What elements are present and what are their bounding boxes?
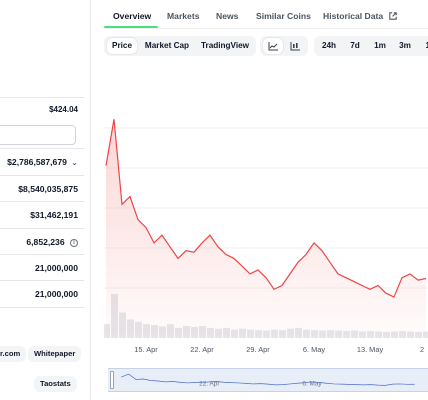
coin-tabs: Overview Markets News Similar Coins Hist… — [104, 0, 428, 28]
active-tab-indicator — [104, 26, 158, 28]
tradingview-toggle[interactable]: TradingView — [200, 41, 250, 50]
taostats-link[interactable]: Taostats — [34, 376, 77, 392]
market-cap-row[interactable]: $2,786,587,679 ⌄ — [0, 148, 84, 175]
range-3m[interactable]: 3m — [399, 41, 411, 50]
price-line — [105, 119, 427, 298]
navigator-tick-label: 22. Apr — [199, 381, 220, 388]
navigator-tick-label: 6. May — [302, 381, 322, 388]
x-tick-label: 13. May — [357, 345, 384, 354]
x-tick-label: 15. Apr — [134, 345, 158, 354]
tabs-border — [104, 28, 428, 29]
volume-value: $31,462,191 — [30, 210, 78, 220]
navigator-handle[interactable] — [110, 371, 114, 389]
tab-similar-coins[interactable]: Similar Coins — [256, 11, 311, 21]
tab-markets[interactable]: Markets — [167, 11, 200, 21]
x-tick-label: 29. Apr — [246, 345, 270, 354]
chart-navigator[interactable]: 22. Apr 6. May — [108, 368, 428, 392]
fdv-row: $8,540,035,875 — [0, 175, 84, 202]
volume-row: $31,462,191 — [0, 201, 84, 228]
chart-style-toggle — [260, 36, 308, 56]
navigator-line — [121, 373, 415, 386]
tab-historical-data[interactable]: Historical Data — [323, 11, 397, 21]
x-tick-label: 6. May — [303, 345, 325, 354]
candlestick-chart-icon[interactable] — [285, 38, 305, 54]
coin-stats-panel: $424.04 $2,786,587,679 ⌄ $8,540,035,875 … — [0, 0, 86, 400]
fdv-value: $8,540,035,875 — [18, 184, 78, 194]
explorer-link[interactable]: r.com — [0, 346, 27, 362]
info-icon[interactable]: i — [70, 238, 78, 247]
price-range-row: $424.04 — [0, 97, 84, 125]
circulating-supply-value: 6,852,236 — [26, 237, 65, 247]
max-supply-row: 21,000,000 — [0, 280, 84, 307]
price-area-fill — [106, 119, 426, 338]
line-chart-icon[interactable] — [263, 38, 283, 54]
range-7d[interactable]: 7d — [350, 41, 360, 50]
tab-overview[interactable]: Overview — [113, 11, 152, 21]
price-range-bar — [0, 125, 76, 145]
stats-divider — [0, 307, 84, 308]
current-price-value: $424.04 — [49, 105, 78, 114]
panel-divider — [90, 0, 91, 400]
range-1y[interactable]: 1y — [425, 41, 428, 50]
range-1m[interactable]: 1m — [374, 41, 386, 50]
tab-news[interactable]: News — [216, 11, 239, 21]
range-24h[interactable]: 24h — [321, 41, 337, 50]
total-supply-value: 21,000,000 — [34, 263, 78, 273]
market-cap-value: $2,786,587,679 — [7, 157, 67, 167]
price-chart[interactable]: 15. Apr 22. Apr 29. Apr 6. May 13. May 2 — [104, 88, 428, 356]
whitepaper-link[interactable]: Whitepaper — [28, 346, 82, 362]
chevron-down-icon[interactable]: ⌄ — [71, 158, 78, 167]
time-range-toggle: 24h 7d 1m 3m 1y — [314, 36, 428, 56]
circulating-supply-row: 6,852,236 i — [0, 228, 84, 255]
price-toggle[interactable]: Price — [107, 38, 137, 54]
x-tick-label: 2 — [420, 345, 424, 354]
x-tick-label: 22. Apr — [190, 345, 214, 354]
max-supply-value: 21,000,000 — [34, 289, 78, 299]
chart-type-toggle: Price Market Cap TradingView — [104, 36, 256, 56]
external-link-icon — [388, 12, 397, 20]
tab-historical-data-label: Historical Data — [323, 11, 384, 21]
market-cap-toggle[interactable]: Market Cap — [144, 41, 190, 50]
total-supply-row: 21,000,000 — [0, 254, 84, 281]
